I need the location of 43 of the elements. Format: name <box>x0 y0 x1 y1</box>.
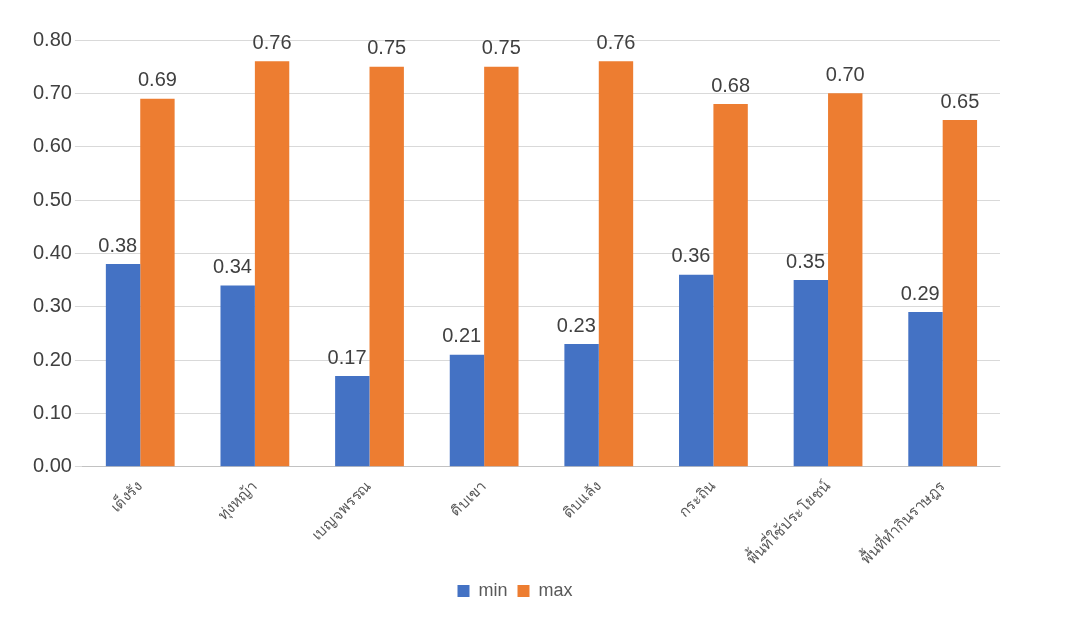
data-label: 0.35 <box>786 249 826 272</box>
bar <box>908 312 943 467</box>
bar <box>942 120 978 467</box>
y-tick-label: 0.70 <box>32 80 72 103</box>
bar <box>598 61 634 467</box>
bar <box>369 66 404 467</box>
bar <box>140 98 175 467</box>
data-label: 0.68 <box>711 73 751 96</box>
bar <box>484 66 519 467</box>
y-tick-label: 0.40 <box>32 240 72 263</box>
legend-label: min <box>478 579 508 600</box>
bar <box>793 280 829 467</box>
bar <box>105 264 141 467</box>
y-tick-label: 0.00 <box>32 454 72 477</box>
bar <box>564 344 599 467</box>
y-tick-label: 0.10 <box>32 400 72 423</box>
data-label: 0.65 <box>940 89 980 112</box>
legend-label: max <box>538 579 573 600</box>
data-label: 0.76 <box>252 30 292 53</box>
data-label: 0.17 <box>327 345 367 368</box>
bar <box>254 61 290 467</box>
bar <box>828 93 863 467</box>
y-tick-label: 0.60 <box>32 134 72 157</box>
bar <box>713 104 748 467</box>
y-tick-label: 0.80 <box>32 27 72 50</box>
y-tick-label: 0.30 <box>32 294 72 317</box>
bar <box>679 274 714 467</box>
bar <box>449 354 485 467</box>
data-label: 0.36 <box>671 244 711 267</box>
data-label: 0.21 <box>442 324 482 347</box>
y-tick-label: 0.20 <box>32 347 72 370</box>
data-label: 0.34 <box>212 254 252 277</box>
data-label: 0.75 <box>481 36 521 59</box>
data-label: 0.23 <box>556 313 596 336</box>
bar <box>220 285 255 467</box>
bar <box>335 376 370 467</box>
data-label: 0.75 <box>367 36 407 59</box>
y-tick-label: 0.50 <box>32 187 72 210</box>
data-label: 0.69 <box>137 68 177 91</box>
data-label: 0.38 <box>98 233 138 256</box>
data-label: 0.70 <box>825 62 865 85</box>
data-label: 0.29 <box>900 281 940 304</box>
data-label: 0.76 <box>596 30 636 53</box>
